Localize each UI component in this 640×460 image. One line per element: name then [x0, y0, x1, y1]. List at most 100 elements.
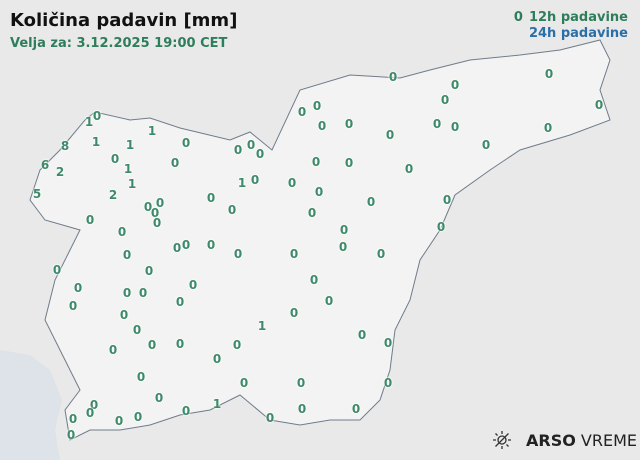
station-value: 0: [297, 105, 307, 119]
station-value: 0: [227, 203, 237, 217]
station-value: 0: [314, 185, 324, 199]
station-value: 0: [233, 247, 243, 261]
station-value: 0: [324, 294, 334, 308]
station-value: 0: [287, 176, 297, 190]
arso-logo: ARSO VREME: [492, 430, 637, 450]
station-value: 0: [232, 338, 242, 352]
station-value: 0: [172, 241, 182, 255]
station-value: 0: [440, 93, 450, 107]
station-value: 0: [175, 295, 185, 309]
station-value: 1: [127, 177, 137, 191]
station-value: 6: [40, 158, 50, 172]
sea: [0, 350, 62, 460]
station-value: 0: [68, 412, 78, 426]
station-value: 0: [92, 109, 102, 123]
station-value: 0: [181, 404, 191, 418]
station-value: 0: [311, 155, 321, 169]
station-value: 0: [114, 414, 124, 428]
station-value: 0: [344, 156, 354, 170]
station-value: 0: [442, 193, 452, 207]
station-value: 0: [450, 78, 460, 92]
station-value: 0: [543, 121, 553, 135]
station-value: 0: [376, 247, 386, 261]
station-value: 0: [117, 225, 127, 239]
station-value: 0: [206, 238, 216, 252]
station-value: 1: [84, 115, 94, 129]
station-value: 1: [257, 319, 267, 333]
station-value: 0: [307, 206, 317, 220]
station-value: 0: [233, 143, 243, 157]
station-value: 0: [339, 223, 349, 237]
station-value: 0: [147, 338, 157, 352]
legend-12h: 12h padavine: [528, 10, 628, 25]
station-value: 0: [154, 391, 164, 405]
station-value: 0: [289, 306, 299, 320]
station-value: 0: [212, 352, 222, 366]
station-value: 0: [138, 286, 148, 300]
station-value: 0: [52, 263, 62, 277]
station-value: 0: [404, 162, 414, 176]
station-value: 2: [55, 165, 65, 179]
station-value: 0: [108, 343, 118, 357]
logo-brand: ARSO: [526, 430, 576, 450]
station-value: 1: [212, 397, 222, 411]
station-value: 0: [296, 376, 306, 390]
legend-symbol: 0: [513, 10, 523, 25]
slovenia-border: [29, 39, 611, 441]
station-value: 0: [351, 402, 361, 416]
station-value: 1: [147, 124, 157, 138]
station-value: 0: [89, 398, 99, 412]
station-value: 0: [150, 206, 160, 220]
station-value: 1: [125, 138, 135, 152]
station-value: 0: [85, 213, 95, 227]
station-value: 0: [344, 117, 354, 131]
station-value: 2: [108, 188, 118, 202]
station-value: 0: [206, 191, 216, 205]
station-value: 0: [317, 119, 327, 133]
station-value: 8: [60, 139, 70, 153]
station-value: 0: [66, 428, 76, 442]
station-value: 0: [110, 152, 120, 166]
station-value: 0: [297, 402, 307, 416]
station-value: 0: [366, 195, 376, 209]
station-value: 0: [481, 138, 491, 152]
station-value: 0: [383, 376, 393, 390]
station-value: 0: [239, 376, 249, 390]
station-value: 0: [119, 308, 129, 322]
station-value: 0: [246, 138, 256, 152]
station-value: 0: [122, 286, 132, 300]
station-value: 0: [175, 337, 185, 351]
legend-24h: 24h padavine: [528, 26, 628, 41]
station-value: 0: [133, 410, 143, 424]
station-value: 0: [255, 147, 265, 161]
station-value: 0: [68, 299, 78, 313]
station-value: 0: [383, 336, 393, 350]
station-value: 0: [309, 273, 319, 287]
station-value: 0: [312, 99, 322, 113]
sun-icon: [493, 431, 511, 449]
station-value: 1: [91, 135, 101, 149]
station-value: 0: [432, 117, 442, 131]
station-value: 0: [181, 136, 191, 150]
station-value: 0: [357, 328, 367, 342]
station-value: 0: [594, 98, 604, 112]
station-value: 0: [388, 70, 398, 84]
station-value: 1: [123, 162, 133, 176]
station-value: 0: [289, 247, 299, 261]
station-value: 0: [85, 406, 95, 420]
station-value: 0: [265, 411, 275, 425]
station-value: 0: [144, 264, 154, 278]
legend: 0 12h padavine 24h padavine: [514, 10, 628, 42]
station-value: 0: [250, 173, 260, 187]
station-value: 0: [132, 323, 142, 337]
station-value: 0: [385, 128, 395, 142]
logo-product: VREME: [580, 430, 638, 450]
station-value: 0: [544, 67, 554, 81]
station-value: 0: [450, 120, 460, 134]
station-value: 0: [155, 196, 165, 210]
station-value: 0: [181, 238, 191, 252]
valid-time: Velja za: 3.12.2025 19:00 CET: [10, 36, 228, 51]
station-value: 0: [122, 248, 132, 262]
station-value: 0: [143, 200, 153, 214]
